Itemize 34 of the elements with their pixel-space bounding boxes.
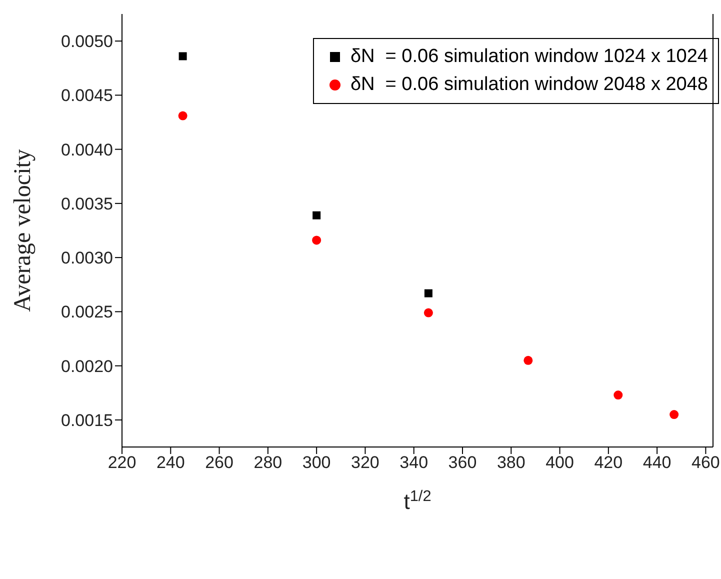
x-tick-label: 440 — [642, 453, 672, 472]
point — [424, 308, 433, 318]
y-tick-label: 0.0030 — [61, 248, 113, 268]
x-tick-label: 460 — [692, 453, 720, 472]
legend-label: δN = 0.06 simulation window 2048 x 2048 — [350, 73, 708, 97]
x-tick-label: 420 — [594, 453, 623, 472]
point — [614, 390, 623, 400]
x-tick-label: 300 — [302, 453, 331, 472]
y-tick-label: 0.0035 — [61, 194, 113, 214]
point — [178, 111, 188, 120]
y-axis-title: Average velocity — [10, 149, 36, 312]
y-tick-label: 0.0040 — [61, 140, 113, 160]
x-tick-label: 280 — [254, 453, 282, 472]
y-tick-label: 0.0025 — [61, 302, 113, 322]
x-tick-label: 340 — [400, 453, 428, 472]
point — [178, 52, 187, 60]
x-tick-label: 360 — [448, 453, 477, 472]
point — [312, 211, 321, 220]
x-tick-label: 260 — [205, 453, 234, 472]
point — [424, 289, 432, 298]
legend-label: δN = 0.06 simulation window 1024 x 1024 — [350, 45, 708, 69]
point — [670, 410, 679, 420]
x-tick-label: 240 — [156, 453, 185, 472]
x-tick-label: 380 — [496, 453, 526, 472]
point — [312, 236, 322, 245]
y-tick-label: 0.0015 — [61, 410, 113, 430]
x-tick-label: 220 — [108, 453, 136, 472]
y-tick-label: 0.0050 — [61, 32, 113, 52]
x-tick-label: 320 — [351, 453, 380, 472]
x-tick-label: 400 — [546, 453, 574, 472]
y-tick-label: 0.0020 — [61, 356, 113, 376]
y-tick-label: 0.0045 — [61, 86, 113, 106]
point — [524, 356, 533, 365]
x-axis-title: t$^{1/2}$ — [404, 488, 432, 514]
